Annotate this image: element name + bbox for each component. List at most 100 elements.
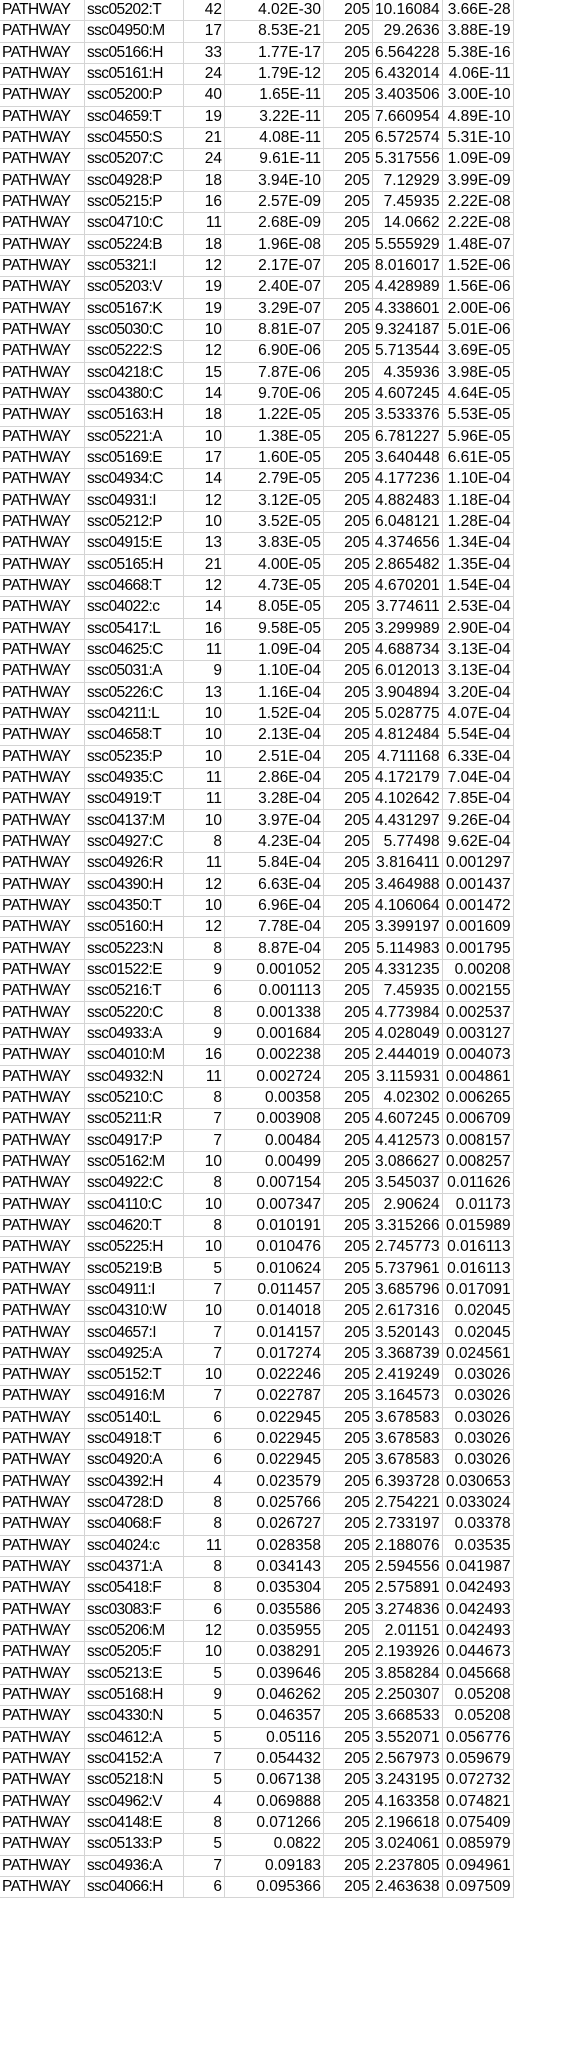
count-cell[interactable]: 21 [183,554,225,576]
category-cell[interactable]: PATHWAY [0,63,85,86]
fdr-cell[interactable]: 1.10E-04 [442,468,514,491]
fdr-cell[interactable]: 1.48E-07 [442,234,514,256]
pop-total-cell[interactable]: 205 [323,1321,373,1344]
count-cell[interactable]: 11 [183,639,225,662]
fold-enrichment-cell[interactable]: 7.660954 [372,106,443,128]
term-cell[interactable]: ssc04620:T [84,1215,184,1238]
term-cell[interactable]: ssc04380:C [84,383,184,406]
pop-total-cell[interactable]: 205 [323,895,373,918]
pvalue-cell[interactable]: 0.022945 [224,1407,324,1429]
pvalue-cell[interactable]: 6.96E-04 [224,895,324,918]
fdr-cell[interactable]: 0.001472 [442,895,514,918]
fold-enrichment-cell[interactable]: 29.2636 [372,20,443,43]
pvalue-cell[interactable]: 7.87E-06 [224,362,324,384]
count-cell[interactable]: 10 [183,703,225,726]
category-cell[interactable]: PATHWAY [0,148,85,171]
pvalue-cell[interactable]: 0.007347 [224,1193,324,1216]
fdr-cell[interactable]: 0.004073 [442,1044,514,1067]
pop-total-cell[interactable]: 205 [323,1492,373,1515]
fdr-cell[interactable]: 3.66E-28 [442,0,514,22]
category-cell[interactable]: PATHWAY [0,1855,85,1877]
category-cell[interactable]: PATHWAY [0,1257,85,1280]
category-cell[interactable]: PATHWAY [0,447,85,470]
term-cell[interactable]: ssc04152:A [84,1748,184,1771]
fold-enrichment-cell[interactable]: 4.172179 [372,767,443,790]
pvalue-cell[interactable]: 0.046262 [224,1684,324,1707]
term-cell[interactable]: ssc04625:C [84,639,184,662]
pop-total-cell[interactable]: 205 [323,1364,373,1387]
fold-enrichment-cell[interactable]: 2.196618 [372,1812,443,1835]
pvalue-cell[interactable]: 4.02E-30 [224,0,324,22]
count-cell[interactable]: 8 [183,1556,225,1579]
pop-total-cell[interactable]: 205 [323,1023,373,1046]
term-cell[interactable]: ssc04657:I [84,1321,184,1344]
category-cell[interactable]: PATHWAY [0,703,85,726]
category-cell[interactable]: PATHWAY [0,596,85,619]
category-cell[interactable]: PATHWAY [0,852,85,875]
pvalue-cell[interactable]: 0.011457 [224,1279,324,1302]
pop-total-cell[interactable]: 205 [323,319,373,342]
pop-total-cell[interactable]: 205 [323,1151,373,1174]
fold-enrichment-cell[interactable]: 4.35936 [372,362,443,384]
fdr-cell[interactable]: 0.016113 [442,1236,514,1259]
fold-enrichment-cell[interactable]: 2.594556 [372,1556,443,1579]
term-cell[interactable]: ssc05169:E [84,447,184,470]
term-cell[interactable]: ssc04148:E [84,1812,184,1835]
pvalue-cell[interactable]: 9.61E-11 [224,148,324,171]
count-cell[interactable]: 6 [183,1428,225,1451]
fold-enrichment-cell[interactable]: 5.77498 [372,831,443,854]
term-cell[interactable]: ssc05417:L [84,618,184,640]
fold-enrichment-cell[interactable]: 6.012013 [372,660,443,683]
category-cell[interactable]: PATHWAY [0,1492,85,1515]
category-cell[interactable]: PATHWAY [0,1812,85,1835]
pvalue-cell[interactable]: 8.05E-05 [224,596,324,619]
category-cell[interactable]: PATHWAY [0,809,85,832]
count-cell[interactable]: 10 [183,745,225,768]
count-cell[interactable]: 8 [183,831,225,854]
count-cell[interactable]: 7 [183,1855,225,1877]
fold-enrichment-cell[interactable]: 2.754221 [372,1492,443,1515]
category-cell[interactable]: PATHWAY [0,42,85,64]
pvalue-cell[interactable]: 0.010624 [224,1257,324,1280]
pop-total-cell[interactable]: 205 [323,234,373,256]
fdr-cell[interactable]: 5.54E-04 [442,724,514,747]
term-cell[interactable]: ssc04550:S [84,127,184,150]
category-cell[interactable]: PATHWAY [0,575,85,598]
pop-total-cell[interactable]: 205 [323,20,373,43]
fold-enrichment-cell[interactable]: 10.16084 [372,0,443,22]
fold-enrichment-cell[interactable]: 5.713544 [372,340,443,363]
fdr-cell[interactable]: 1.56E-06 [442,276,514,299]
term-cell[interactable]: ssc05206:M [84,1620,184,1643]
fold-enrichment-cell[interactable]: 3.464988 [372,873,443,896]
fdr-cell[interactable]: 0.006265 [442,1087,514,1110]
count-cell[interactable]: 8 [183,1215,225,1238]
pop-total-cell[interactable]: 205 [323,1727,373,1749]
term-cell[interactable]: ssc04371:A [84,1556,184,1579]
pop-total-cell[interactable]: 205 [323,1065,373,1088]
count-cell[interactable]: 6 [183,1599,225,1621]
count-cell[interactable]: 7 [183,1279,225,1302]
fold-enrichment-cell[interactable]: 3.403506 [372,84,443,107]
pvalue-cell[interactable]: 1.16E-04 [224,682,324,704]
category-cell[interactable]: PATHWAY [0,745,85,768]
pvalue-cell[interactable]: 1.96E-08 [224,234,324,256]
pvalue-cell[interactable]: 0.010191 [224,1215,324,1238]
count-cell[interactable]: 8 [183,1513,225,1536]
pvalue-cell[interactable]: 3.12E-05 [224,490,324,512]
fold-enrichment-cell[interactable]: 3.685796 [372,1279,443,1302]
fdr-cell[interactable]: 1.52E-06 [442,255,514,278]
pop-total-cell[interactable]: 205 [323,1535,373,1557]
count-cell[interactable]: 21 [183,127,225,150]
count-cell[interactable]: 10 [183,511,225,534]
fold-enrichment-cell[interactable]: 2.567973 [372,1748,443,1771]
category-cell[interactable]: PATHWAY [0,1129,85,1152]
term-cell[interactable]: ssc04110:C [84,1193,184,1216]
count-cell[interactable]: 9 [183,1023,225,1046]
fold-enrichment-cell[interactable]: 3.274836 [372,1599,443,1621]
term-cell[interactable]: ssc05220:C [84,1001,184,1024]
fdr-cell[interactable]: 0.05208 [442,1684,514,1707]
category-cell[interactable]: PATHWAY [0,1833,85,1856]
pop-total-cell[interactable]: 205 [323,1513,373,1536]
pop-total-cell[interactable]: 205 [323,255,373,278]
fdr-cell[interactable]: 0.02045 [442,1300,514,1323]
